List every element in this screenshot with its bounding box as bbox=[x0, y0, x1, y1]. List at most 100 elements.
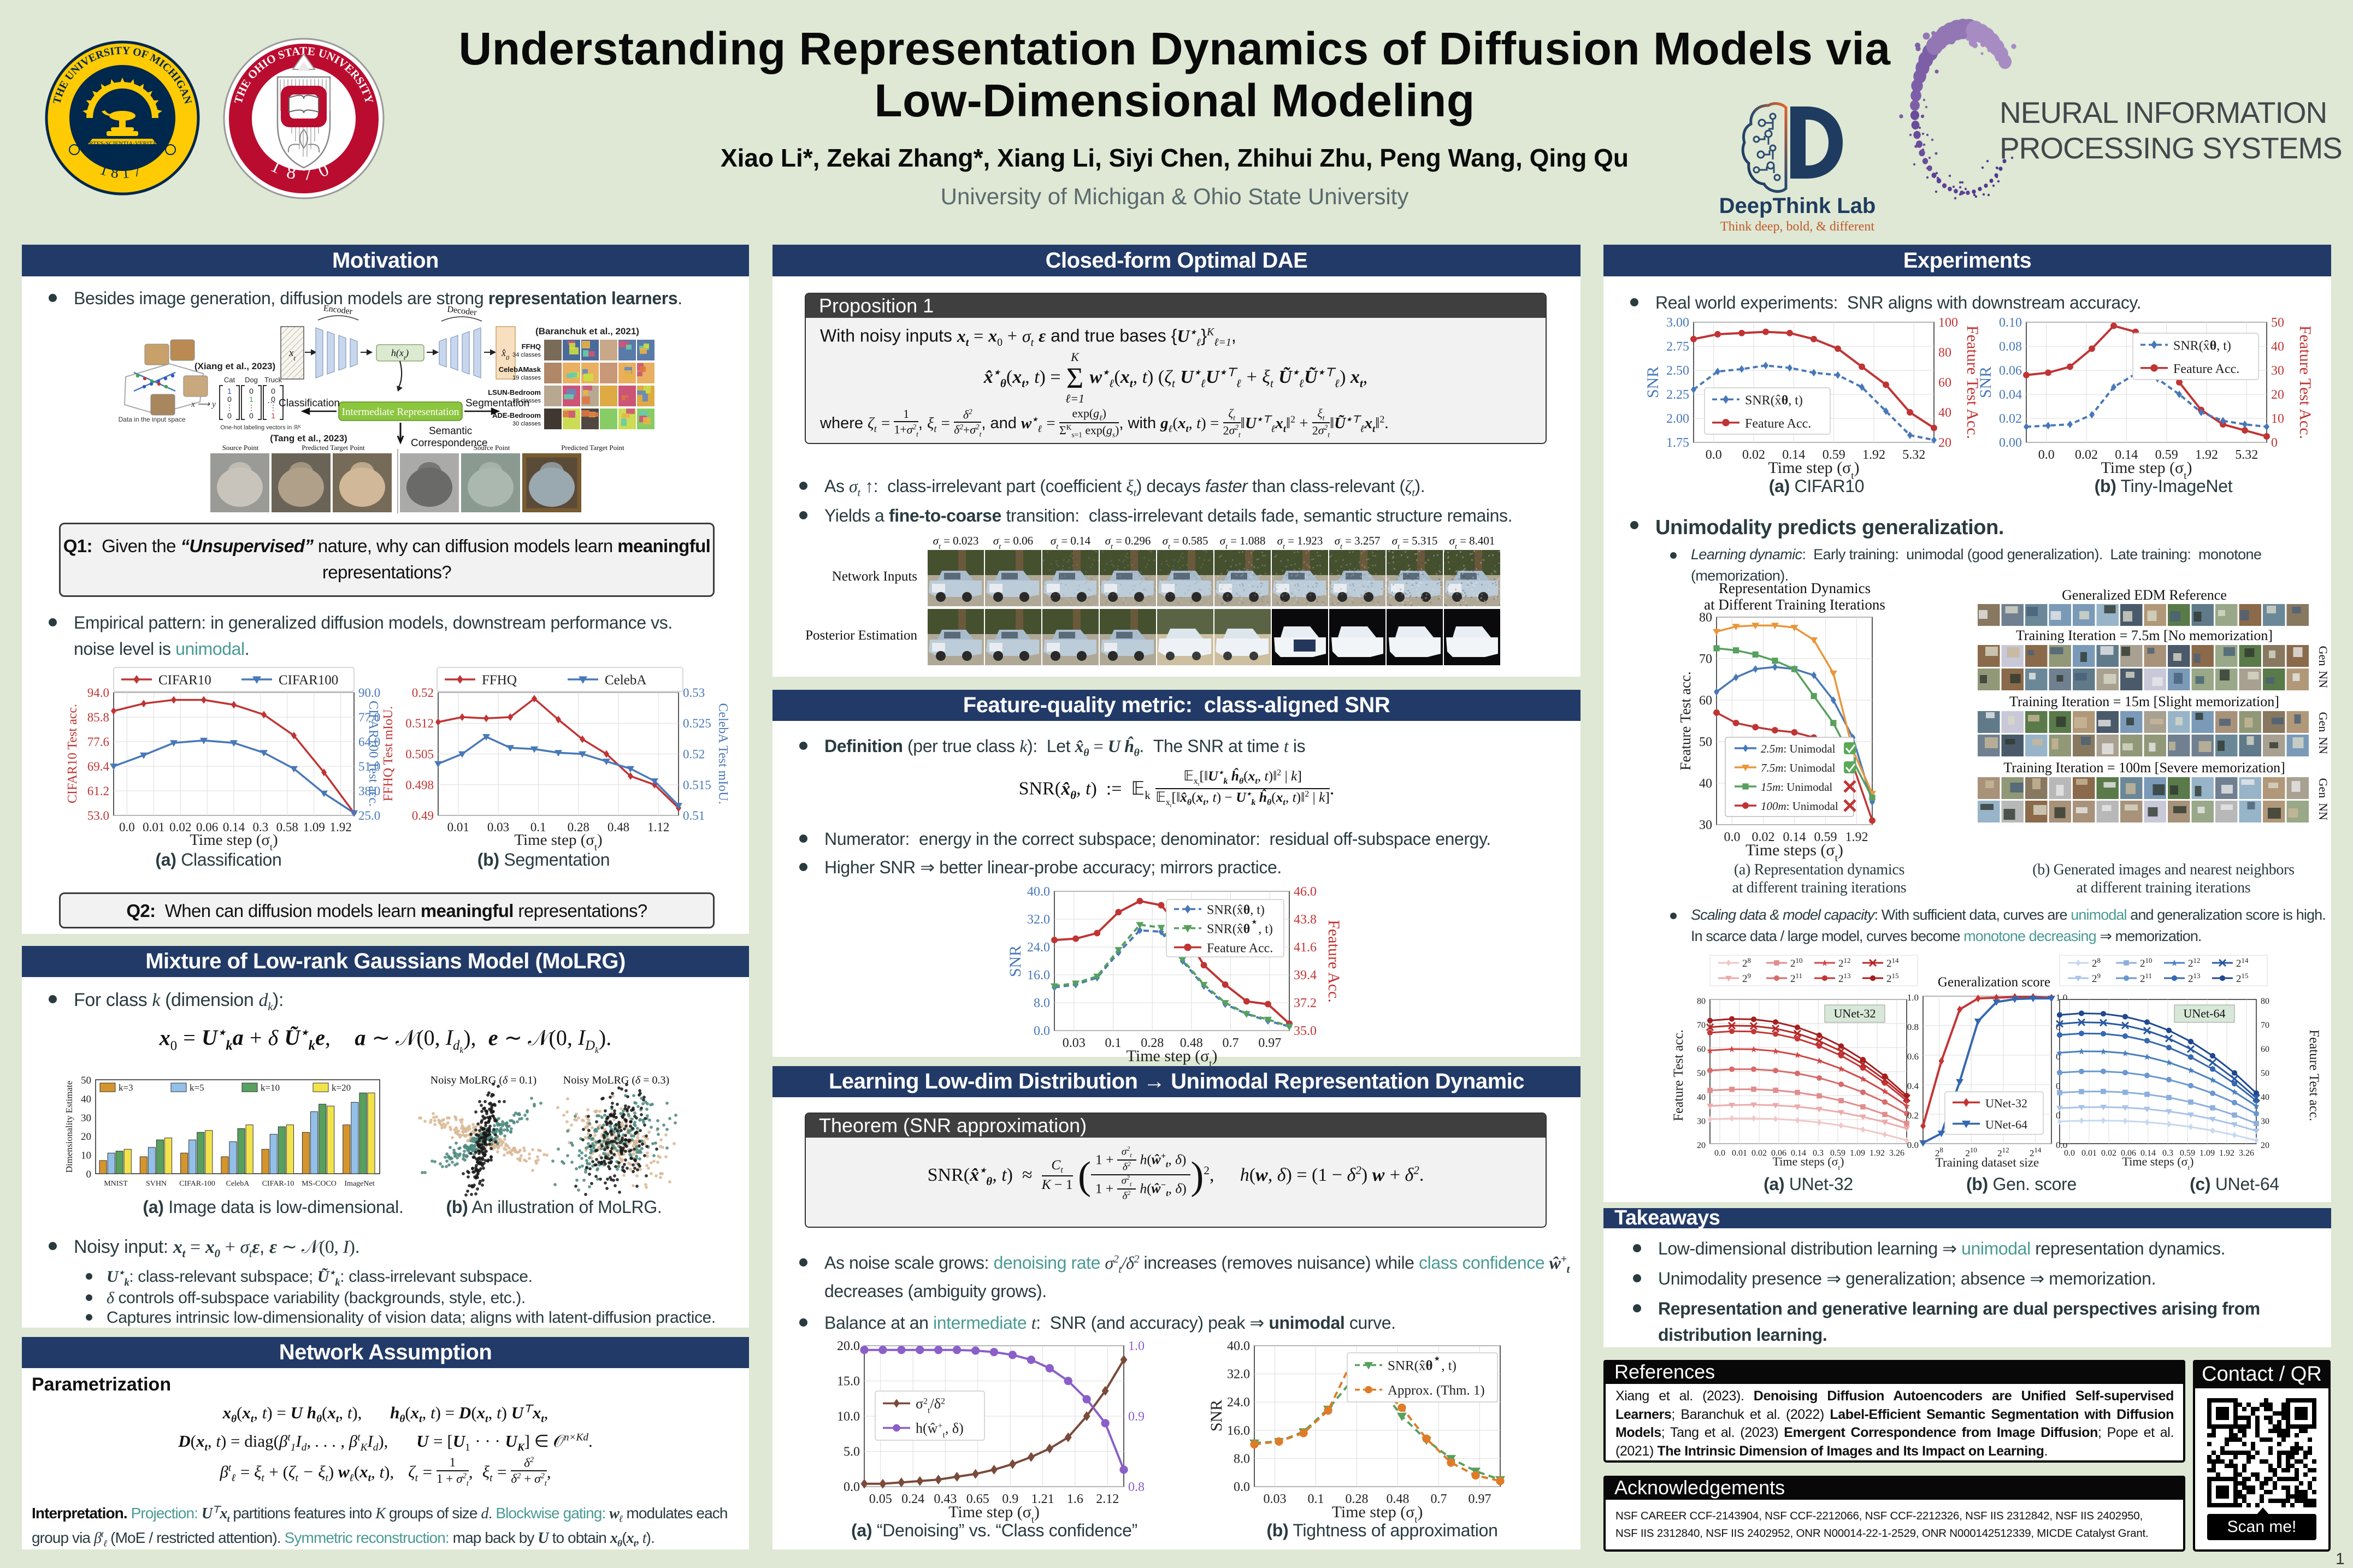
svg-text:1.09: 1.09 bbox=[303, 820, 325, 834]
svg-text:0.0: 0.0 bbox=[1907, 1140, 1919, 1150]
svg-text:0.28: 0.28 bbox=[568, 820, 589, 834]
svg-text:k=3: k=3 bbox=[119, 1082, 133, 1093]
svg-text:0.9: 0.9 bbox=[1002, 1492, 1018, 1506]
svg-text:30: 30 bbox=[2261, 1117, 2269, 1126]
svg-text:0.14: 0.14 bbox=[2140, 1149, 2156, 1158]
svg-text:70: 70 bbox=[1697, 1021, 1706, 1030]
svg-text:24.0: 24.0 bbox=[1227, 1395, 1250, 1410]
svg-text:32.0: 32.0 bbox=[1027, 913, 1050, 927]
svg-text:50: 50 bbox=[81, 1075, 91, 1086]
svg-text:PROCESSING SYSTEMS: PROCESSING SYSTEMS bbox=[2000, 131, 2342, 165]
svg-text:UNet-64: UNet-64 bbox=[1985, 1118, 2027, 1132]
svg-text:0.52: 0.52 bbox=[412, 686, 434, 700]
svg-text:50: 50 bbox=[1699, 735, 1712, 749]
svg-text:80: 80 bbox=[1699, 611, 1712, 625]
svg-text:0.0: 0.0 bbox=[119, 820, 135, 834]
svg-text:35.0: 35.0 bbox=[1294, 1024, 1317, 1038]
svg-text:0.515: 0.515 bbox=[683, 778, 711, 792]
svg-text:0: 0 bbox=[2271, 436, 2278, 450]
svg-text:8.0: 8.0 bbox=[1034, 996, 1050, 1010]
svg-text:0.01: 0.01 bbox=[447, 820, 469, 834]
svg-text:20.0: 20.0 bbox=[837, 1339, 860, 1353]
svg-text:Feature Acc.: Feature Acc. bbox=[2173, 362, 2239, 376]
svg-text:8.0: 8.0 bbox=[1234, 1452, 1250, 1466]
svg-text:0.02: 0.02 bbox=[1752, 1149, 1767, 1158]
svg-text:70: 70 bbox=[1699, 652, 1712, 666]
svg-text:x ⟶ y: x ⟶ y bbox=[191, 400, 216, 409]
svg-text:SNR: SNR bbox=[1644, 366, 1662, 398]
svg-text:0: 0 bbox=[271, 395, 275, 404]
svg-text:60: 60 bbox=[1699, 694, 1712, 708]
svg-text:σt = 3.257: σt = 3.257 bbox=[1335, 534, 1381, 551]
svg-text:0: 0 bbox=[86, 1169, 92, 1180]
svg-text:30: 30 bbox=[81, 1113, 91, 1124]
svg-text:σt = 1.923: σt = 1.923 bbox=[1277, 534, 1323, 551]
svg-text:Gen: Gen bbox=[2316, 646, 2330, 666]
svg-text:0.1: 0.1 bbox=[1105, 1036, 1122, 1050]
svg-text:0.00: 0.00 bbox=[1999, 436, 2022, 450]
svg-text:Noisy MoLRG (δ = 0.1): Noisy MoLRG (δ = 0.1) bbox=[431, 1074, 536, 1086]
svg-text:Time steps (σt): Time steps (σt) bbox=[2122, 1155, 2194, 1171]
svg-text:30: 30 bbox=[2271, 364, 2284, 378]
svg-text:CIFAR-100: CIFAR-100 bbox=[179, 1180, 215, 1188]
svg-text:5.32: 5.32 bbox=[1902, 448, 1925, 462]
svg-text:CelebA: CelebA bbox=[226, 1180, 250, 1188]
svg-text:SNR(x̂θ, t): SNR(x̂θ, t) bbox=[1745, 393, 1803, 407]
svg-text:0.97: 0.97 bbox=[1258, 1036, 1281, 1050]
svg-text:CIFAR10 Test acc.: CIFAR10 Test acc. bbox=[66, 704, 80, 803]
svg-text:70: 70 bbox=[2261, 1021, 2269, 1030]
svg-text:20: 20 bbox=[1697, 1141, 1706, 1150]
svg-text:25.0: 25.0 bbox=[358, 809, 380, 823]
svg-text:0.03: 0.03 bbox=[1264, 1492, 1287, 1506]
svg-text:2.25: 2.25 bbox=[1666, 388, 1689, 402]
svg-text:Generalization score: Generalization score bbox=[1938, 975, 2050, 990]
svg-text:0.6: 0.6 bbox=[1907, 1051, 1919, 1062]
svg-text:1: 1 bbox=[227, 387, 232, 395]
svg-text:0.02: 0.02 bbox=[2075, 448, 2098, 462]
svg-text:0.01: 0.01 bbox=[2081, 1149, 2097, 1158]
svg-text:40: 40 bbox=[2261, 1093, 2269, 1102]
svg-text:Training dataset size: Training dataset size bbox=[1936, 1156, 2039, 1169]
svg-text:CIFAR-10: CIFAR-10 bbox=[262, 1180, 294, 1188]
svg-text:50: 50 bbox=[2261, 1069, 2269, 1078]
svg-text:37.2: 37.2 bbox=[1294, 996, 1317, 1010]
svg-text:ARTES·SCIENTIA·VERITAS: ARTES·SCIENTIA·VERITAS bbox=[85, 140, 160, 147]
svg-text:0.65: 0.65 bbox=[966, 1492, 989, 1506]
svg-text:NN: NN bbox=[2316, 737, 2330, 754]
svg-text:0.59: 0.59 bbox=[2155, 448, 2178, 462]
svg-text:0.59: 0.59 bbox=[1823, 448, 1845, 462]
svg-text:0.52: 0.52 bbox=[683, 748, 705, 761]
svg-text:40: 40 bbox=[1699, 777, 1712, 791]
svg-text:UNet-64: UNet-64 bbox=[2184, 1007, 2226, 1020]
svg-text:Noisy MoLRG (δ = 0.3): Noisy MoLRG (δ = 0.3) bbox=[563, 1074, 669, 1086]
svg-text:1.92: 1.92 bbox=[329, 820, 351, 834]
svg-text:0.28: 0.28 bbox=[1141, 1036, 1164, 1050]
svg-text:MS-COCO: MS-COCO bbox=[302, 1180, 337, 1188]
svg-text:MNIST: MNIST bbox=[104, 1180, 128, 1188]
svg-text:40.0: 40.0 bbox=[1027, 885, 1050, 899]
svg-text:100m: Unimodal: 100m: Unimodal bbox=[1761, 800, 1838, 813]
svg-text:k=10: k=10 bbox=[261, 1082, 280, 1093]
svg-text:0.0: 0.0 bbox=[1706, 448, 1722, 462]
svg-text:0.43: 0.43 bbox=[934, 1492, 957, 1506]
svg-text:Classification: Classification bbox=[279, 398, 340, 409]
svg-text:1: 1 bbox=[249, 395, 253, 404]
svg-text:SNR: SNR bbox=[1977, 366, 1995, 398]
svg-text:0.02: 0.02 bbox=[1999, 412, 2022, 426]
svg-text:69.4: 69.4 bbox=[87, 760, 110, 773]
svg-text:0.1: 0.1 bbox=[530, 820, 546, 834]
svg-text:CelebA Test mIoU.: CelebA Test mIoU. bbox=[716, 703, 730, 804]
svg-text:1.21: 1.21 bbox=[1031, 1492, 1054, 1506]
svg-text:Encoder: Encoder bbox=[323, 304, 353, 316]
svg-text:0.24: 0.24 bbox=[901, 1492, 924, 1506]
svg-text:0.525: 0.525 bbox=[683, 717, 711, 730]
svg-text:0.505: 0.505 bbox=[405, 748, 434, 761]
svg-text:90.0: 90.0 bbox=[358, 686, 380, 700]
svg-text:Feature Test acc.: Feature Test acc. bbox=[1677, 671, 1694, 770]
svg-text:32.0: 32.0 bbox=[1227, 1368, 1250, 1382]
svg-text:CelebA: CelebA bbox=[605, 673, 646, 688]
svg-text:0.06: 0.06 bbox=[1771, 1149, 1786, 1158]
svg-text:40: 40 bbox=[2271, 340, 2284, 354]
svg-text:1.12: 1.12 bbox=[647, 820, 669, 834]
svg-text:0.02: 0.02 bbox=[1752, 830, 1775, 844]
